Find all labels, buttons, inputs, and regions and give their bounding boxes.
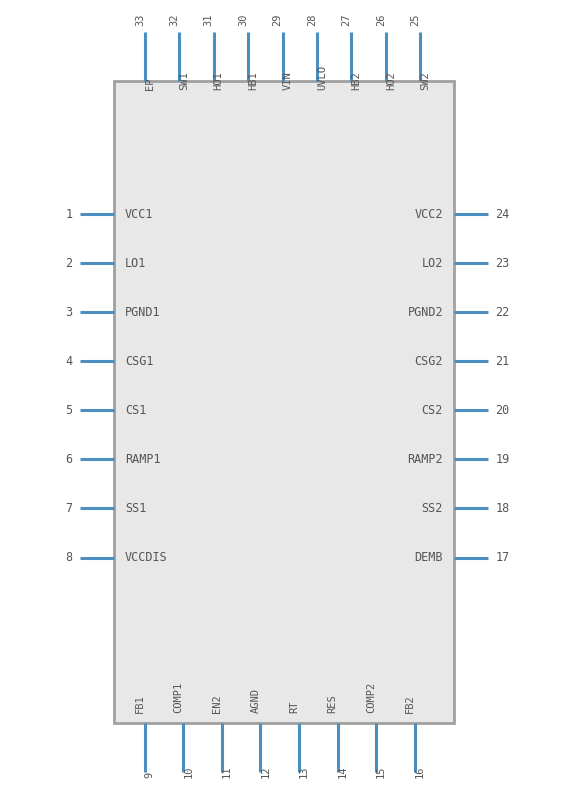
Text: SW1: SW1 (179, 72, 189, 90)
Text: 8: 8 (65, 551, 73, 564)
Text: 3: 3 (65, 305, 73, 318)
Text: 4: 4 (65, 355, 73, 368)
Text: 15: 15 (376, 766, 386, 778)
Text: 9: 9 (145, 772, 155, 778)
Text: AGND: AGND (250, 688, 261, 713)
Text: 25: 25 (410, 14, 420, 26)
Text: EN2: EN2 (212, 695, 222, 713)
Text: 32: 32 (169, 14, 179, 26)
Text: VCC2: VCC2 (415, 208, 443, 221)
Text: 12: 12 (261, 766, 270, 778)
Text: 11: 11 (222, 766, 232, 778)
Text: 24: 24 (495, 208, 509, 221)
Text: UVLO: UVLO (317, 65, 327, 90)
Text: 1: 1 (65, 208, 73, 221)
Text: HB2: HB2 (352, 72, 361, 90)
Text: LO1: LO1 (125, 257, 147, 270)
Text: HO1: HO1 (214, 72, 224, 90)
Text: 22: 22 (495, 305, 509, 318)
Text: LO2: LO2 (421, 257, 443, 270)
Text: 16: 16 (415, 766, 425, 778)
Text: 13: 13 (299, 766, 309, 778)
Text: VCC1: VCC1 (125, 208, 153, 221)
Text: 29: 29 (273, 14, 283, 26)
Text: COMP2: COMP2 (366, 682, 376, 713)
Text: 31: 31 (204, 14, 214, 26)
Text: 17: 17 (495, 551, 509, 564)
Text: CS2: CS2 (421, 404, 443, 417)
Text: 7: 7 (65, 502, 73, 515)
Text: 10: 10 (183, 766, 193, 778)
Text: VCCDIS: VCCDIS (125, 551, 168, 564)
Text: 19: 19 (495, 453, 509, 466)
Text: HB1: HB1 (248, 72, 258, 90)
Text: 2: 2 (65, 257, 73, 270)
Text: DEMB: DEMB (415, 551, 443, 564)
Text: SS1: SS1 (125, 502, 147, 515)
Text: 21: 21 (495, 355, 509, 368)
Text: 6: 6 (65, 453, 73, 466)
Text: 33: 33 (135, 14, 145, 26)
Text: CSG1: CSG1 (125, 355, 153, 368)
Text: VIN: VIN (283, 72, 293, 90)
Bar (114, 81, 454, 723)
Text: EP: EP (145, 78, 155, 90)
Text: 18: 18 (495, 502, 509, 515)
Text: RT: RT (289, 701, 299, 713)
Text: 27: 27 (341, 14, 352, 26)
Text: PGND1: PGND1 (125, 305, 161, 318)
Text: HO2: HO2 (386, 72, 396, 90)
Text: 30: 30 (238, 14, 248, 26)
Text: 28: 28 (307, 14, 317, 26)
Text: RAMP1: RAMP1 (125, 453, 161, 466)
Text: RAMP2: RAMP2 (407, 453, 443, 466)
Text: RES: RES (328, 695, 337, 713)
Text: 26: 26 (376, 14, 386, 26)
Text: CS1: CS1 (125, 404, 147, 417)
Text: FB1: FB1 (135, 695, 145, 713)
Text: FB2: FB2 (404, 695, 415, 713)
Text: SW2: SW2 (420, 72, 431, 90)
Text: 5: 5 (65, 404, 73, 417)
Text: 20: 20 (495, 404, 509, 417)
Text: SS2: SS2 (421, 502, 443, 515)
Text: COMP1: COMP1 (173, 682, 183, 713)
Text: 14: 14 (337, 766, 348, 778)
Text: PGND2: PGND2 (407, 305, 443, 318)
Text: CSG2: CSG2 (415, 355, 443, 368)
Text: 23: 23 (495, 257, 509, 270)
